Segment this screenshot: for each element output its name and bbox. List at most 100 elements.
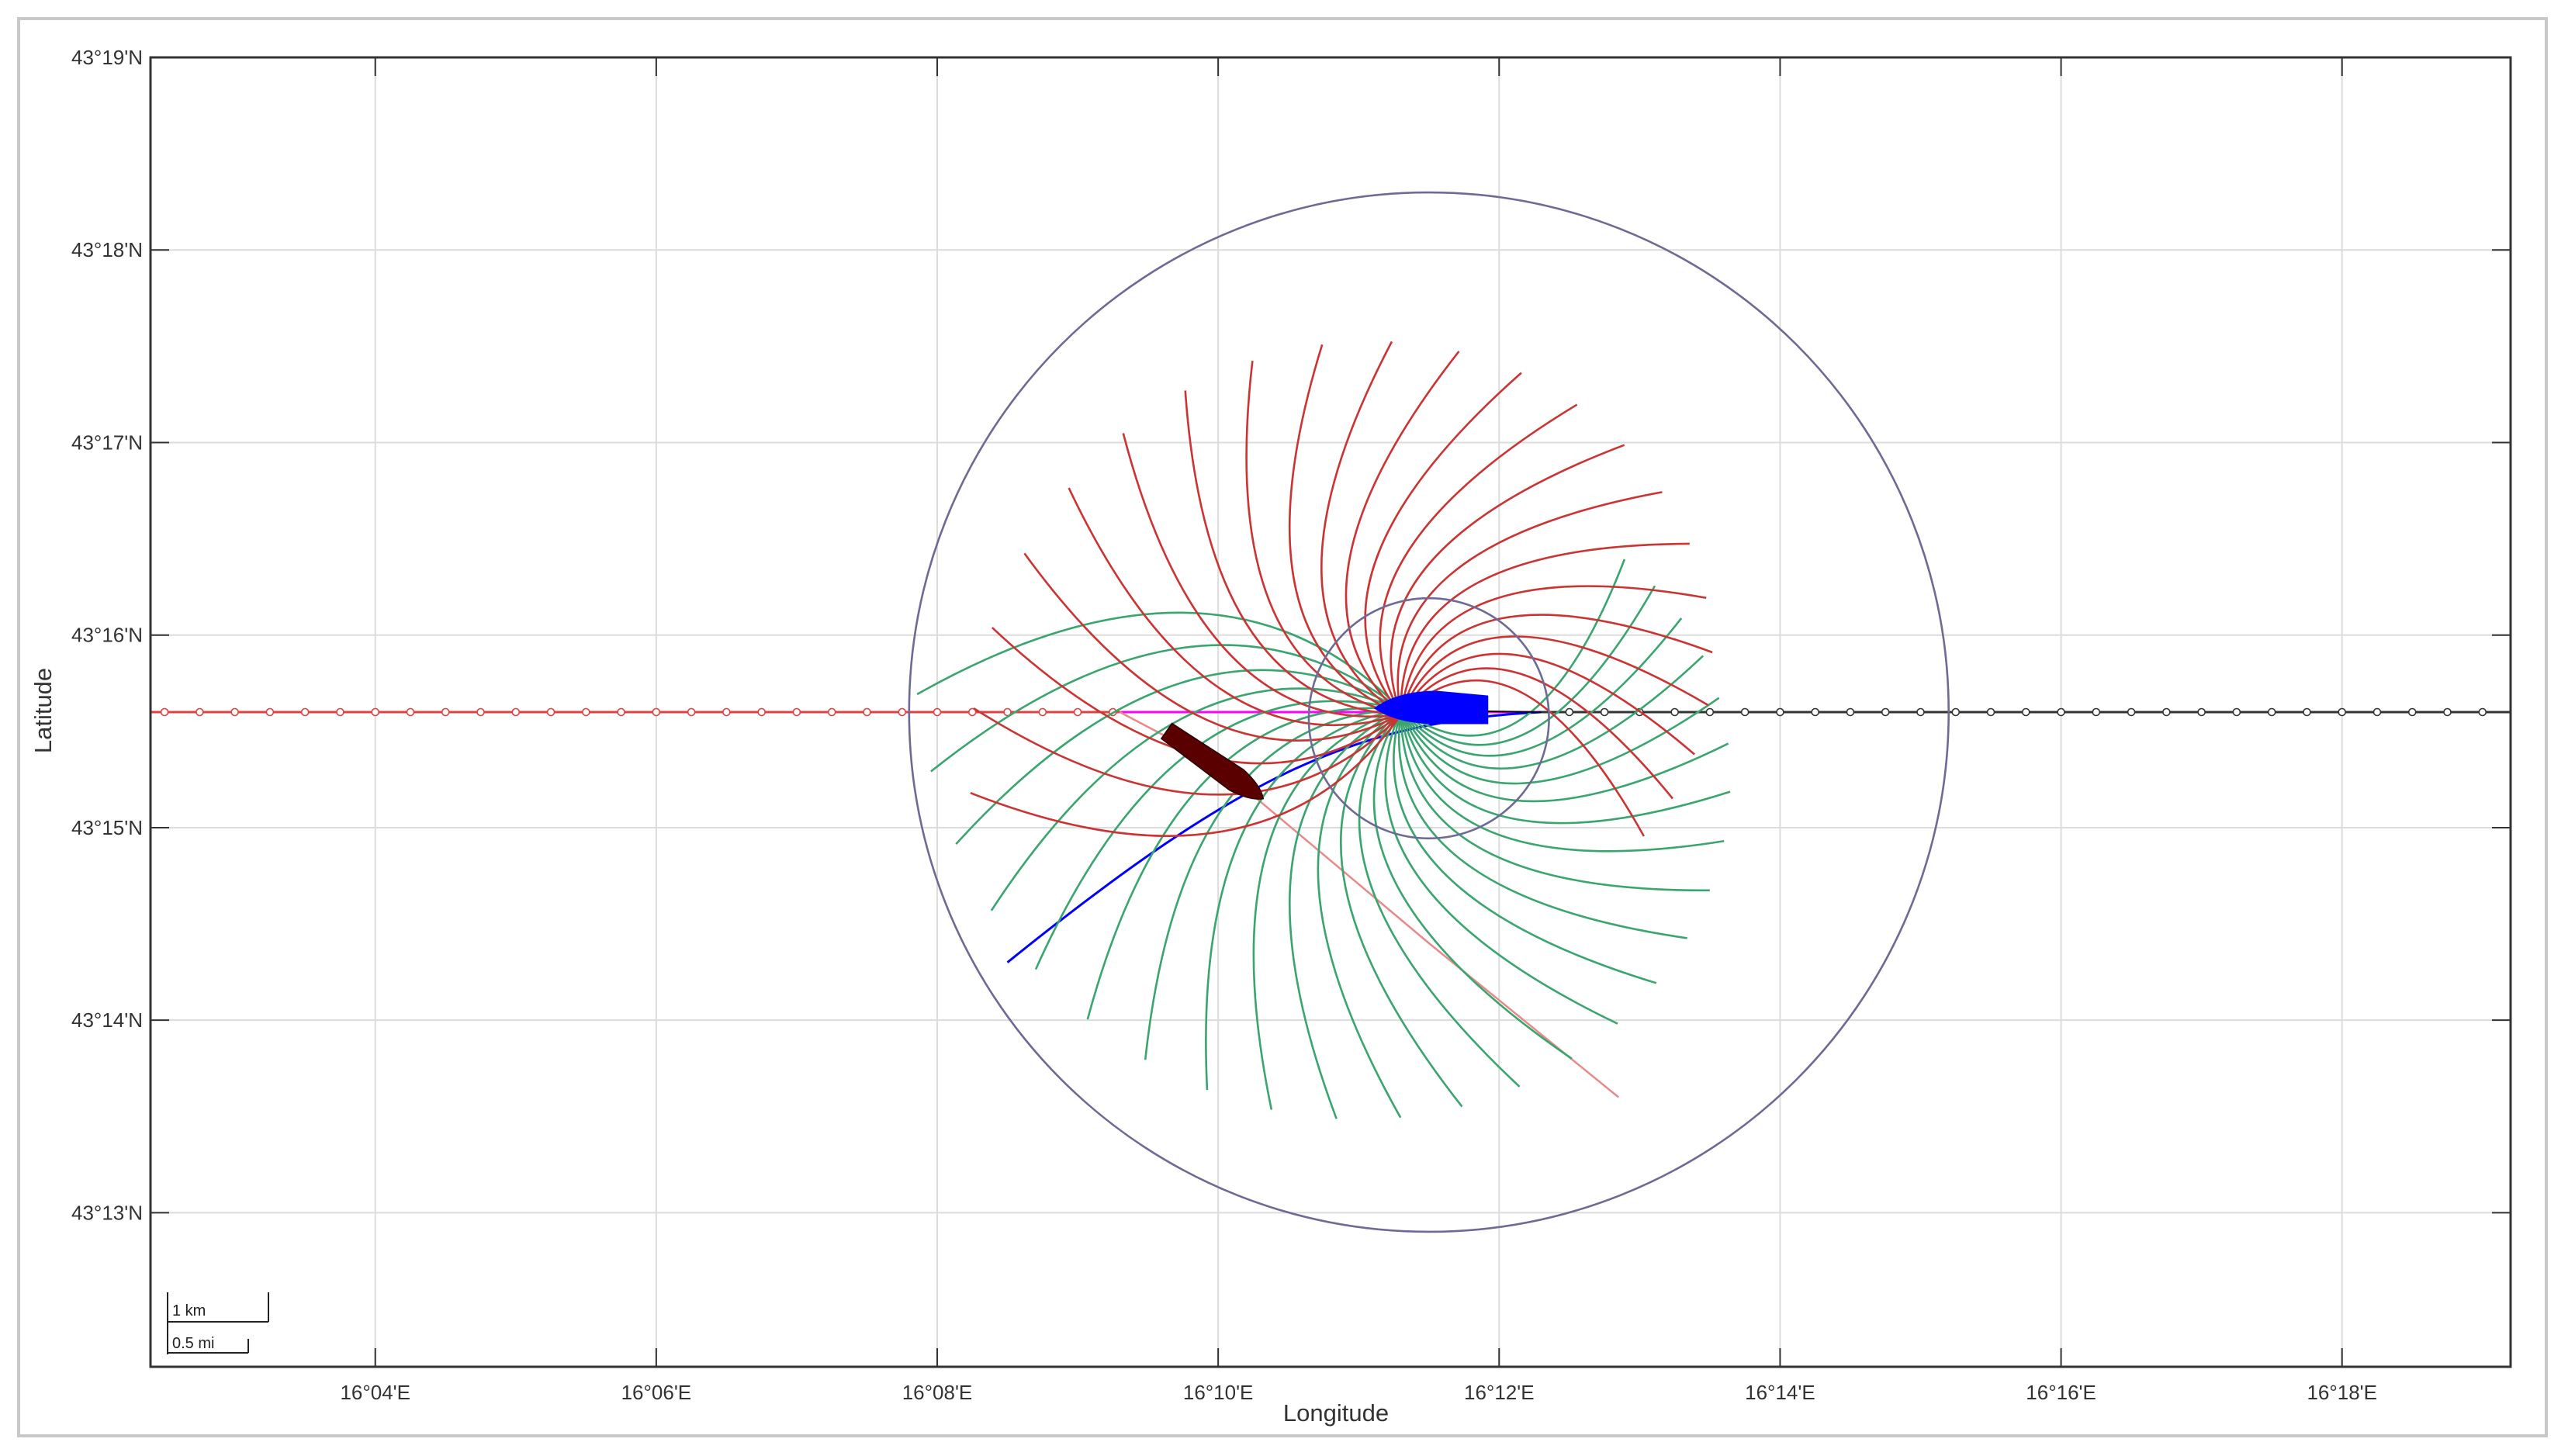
waypoint-marker (722, 707, 731, 717)
green-maneuver-curve (1384, 709, 1618, 1025)
red-maneuver-curve (1184, 390, 1401, 716)
own-ship (1373, 690, 1489, 725)
waypoint-marker (1670, 707, 1679, 717)
waypoint-marker (1073, 707, 1082, 717)
target-ship-hull (1160, 722, 1265, 800)
x-tick-label: 16°18'E (2307, 1381, 2377, 1404)
range-circles (908, 191, 1950, 1233)
waypoint-marker (2162, 707, 2171, 717)
map-plot[interactable]: 16°04'E 16°06'E 16°08'E 16°10'E 16°12'E 16°14… (20, 20, 2545, 1434)
waypoint-marker (1003, 707, 1012, 717)
y-tick-label: 43°19'N (71, 46, 143, 69)
green-maneuver-curve (1400, 617, 1683, 757)
red-maneuver-curve (1320, 341, 1402, 716)
waypoint-marker (1951, 707, 1961, 717)
waypoint-marker (230, 707, 239, 717)
waypoint-marker (1705, 707, 1715, 717)
green-maneuver-curve (1400, 585, 1656, 746)
waypoint-marker (2478, 707, 2487, 717)
waypoint-marker (2197, 707, 2206, 717)
waypoint-marker (2232, 707, 2241, 717)
x-tick-label: 16°16'E (2026, 1381, 2096, 1404)
axes-frame (149, 56, 2512, 1368)
green-maneuver-curve (1400, 709, 1710, 892)
maneuver-fan (916, 341, 1731, 1119)
waypoint-marker (827, 707, 836, 717)
waypoint-marker (2407, 707, 2417, 717)
waypoint-marker (2267, 707, 2276, 717)
waypoint-marker (2092, 707, 2101, 717)
green-maneuver-curve (1393, 709, 1657, 984)
waypoint-marker (1881, 707, 1890, 717)
green-maneuver-curve (1400, 655, 1705, 770)
ships (1160, 690, 1542, 800)
red-maneuver-curve (1400, 585, 1707, 715)
x-tick-label: 16°04'E (340, 1381, 410, 1404)
green-maneuver-curve (1358, 709, 1521, 1088)
green-maneuver-curve (1317, 708, 1402, 1119)
y-axis-title: Latitude (29, 668, 57, 753)
tick-labels: 16°04'E 16°06'E 16°08'E 16°10'E 16°12'E 16°14… (71, 46, 2377, 1404)
y-tick-label: 43°18'N (71, 238, 143, 261)
green-maneuver-curve (1400, 709, 1725, 853)
red-maneuver-curve (973, 707, 1402, 796)
waypoint-marker (792, 707, 801, 717)
waypoint-marker (1846, 707, 1855, 717)
red-maneuver-curve (1390, 444, 1625, 715)
x-tick-label: 16°08'E (902, 1381, 973, 1404)
green-maneuver-curve (1340, 708, 1463, 1108)
waypoint-marker (196, 707, 204, 717)
waypoint-marker (546, 707, 555, 717)
x-tick-label: 16°10'E (1183, 1381, 1254, 1404)
waypoint-marker (1038, 707, 1047, 717)
red-maneuver-curve (1288, 344, 1402, 716)
x-axis-title: Longitude (1283, 1399, 1389, 1427)
waypoint-marker (371, 707, 380, 717)
waypoint-marker (1565, 707, 1574, 717)
waypoint-marker (898, 707, 907, 717)
red-maneuver-curve (1400, 635, 1709, 715)
green-maneuver-curve (930, 644, 1402, 773)
waypoint-marker (933, 707, 942, 717)
plot-border (149, 56, 2512, 1368)
waypoint-marker (2127, 707, 2136, 717)
waypoint-marker (1776, 707, 1784, 717)
waypoint-marker (1811, 707, 1819, 717)
green-maneuver-curve (1400, 709, 1729, 803)
waypoint-marker (652, 707, 661, 717)
green-maneuver-curve (1205, 708, 1402, 1091)
red-maneuver-curve (1122, 433, 1402, 718)
waypoint-marker (1986, 707, 1995, 717)
y-tick-label: 43°14'N (71, 1008, 143, 1032)
waypoint-marker (300, 707, 310, 717)
red-maneuver-curve (1400, 652, 1695, 756)
red-maneuver-curve (1396, 491, 1663, 715)
scale-km-label: 1 km (172, 1302, 206, 1319)
red-maneuver-curve (1023, 552, 1402, 742)
waypoint-marker (1600, 707, 1609, 717)
waypoint-marker (687, 707, 696, 717)
target-ship (1160, 722, 1265, 800)
map-frame: 16°04'E 16°06'E 16°08'E 16°10'E 16°12'E 16°14… (17, 17, 2548, 1437)
green-maneuver-curve (990, 687, 1402, 911)
y-tick-label: 43°16'N (71, 624, 143, 647)
green-maneuver-curve (1144, 708, 1401, 1060)
green-maneuver-curve (1400, 697, 1720, 785)
own-ship-heading-line (1487, 711, 1542, 713)
waypoint-marker (265, 707, 275, 717)
green-maneuver-curve (1289, 708, 1402, 1119)
green-maneuver-curve (1372, 709, 1573, 1060)
waypoint-marker (511, 707, 521, 717)
waypoint-marker (582, 707, 590, 717)
y-tick-label: 43°13'N (71, 1201, 143, 1224)
green-maneuver-curve (955, 669, 1402, 846)
waypoint-marker (757, 707, 766, 717)
x-tick-label: 16°06'E (621, 1381, 692, 1404)
green-maneuver-curve (1400, 709, 1731, 825)
waypoint-marker (476, 707, 485, 717)
x-tick-label: 16°12'E (1464, 1381, 1535, 1404)
green-maneuver-curve (1397, 709, 1687, 939)
waypoint-marker (336, 707, 344, 717)
red-maneuver-curve (1379, 403, 1578, 715)
waypoint-marker (160, 707, 169, 717)
